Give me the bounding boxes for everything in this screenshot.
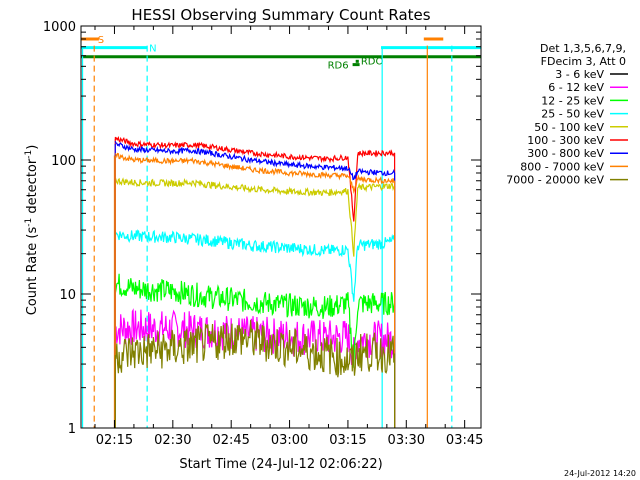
legend-label-6: 300 - 800 keV [527, 147, 604, 160]
y-tick-label-2: 100 [51, 154, 76, 169]
timestamp: 24-Jul-2012 14:20 [564, 469, 636, 478]
y-axis-label-part1: Count Rate (s [25, 227, 40, 316]
y-tick-label-1: 10 [59, 288, 76, 303]
series-line-7 [114, 152, 396, 194]
series-line-3 [114, 229, 396, 302]
x-tick-label-5: 03:30 [388, 433, 425, 448]
legend-label-4: 50 - 100 keV [534, 121, 604, 134]
flag-label-s: S [98, 35, 104, 46]
legend-label-5: 100 - 300 keV [527, 134, 604, 147]
legend-header-0: Det 1,3,5,6,7,9, [540, 42, 626, 55]
axes: 02:15 02:30 02:45 03:00 03:15 03:30 03:45 1 10 10… [43, 20, 483, 448]
legend-label-8: 7000 - 20000 keV [506, 174, 604, 187]
legend-label-0: 3 - 6 keV [555, 68, 604, 81]
flag-label-n: N [149, 44, 156, 55]
x-tick-label-4: 03:15 [329, 433, 366, 448]
x-axis-label: Start Time (24-Jul-12 02:06:22) [179, 457, 382, 472]
legend-label-2: 12 - 25 keV [541, 94, 604, 107]
y-tick-label-3: 1000 [43, 20, 76, 35]
y-axis-label-sup2: -1 [24, 150, 34, 159]
x-tick-label-6: 03:45 [446, 433, 483, 448]
legend-header-1: FDecim 3, Att 0 [541, 55, 626, 68]
series-line-5 [114, 135, 396, 222]
plot-frame [80, 25, 482, 429]
series-line-6 [114, 140, 396, 181]
y-axis-label-part3: ) [25, 145, 40, 150]
series-line-2 [114, 273, 396, 368]
y-axis-label-part2: detector [25, 158, 40, 218]
flag-label-rdo: RDO [361, 56, 384, 67]
y-axis-label-sup1: -1 [24, 218, 34, 227]
flag-label-rd6: RD6 [328, 61, 349, 72]
chart-title: HESSI Observing Summary Count Rates [131, 6, 430, 24]
legend-label-7: 800 - 7000 keV [520, 160, 604, 173]
x-tick-label-0: 02:15 [96, 433, 133, 448]
legend-label-3: 25 - 50 keV [541, 108, 604, 121]
legend-label-1: 6 - 12 keV [548, 81, 604, 94]
x-tick-label-1: 02:30 [154, 433, 191, 448]
y-tick-label-0: 1 [68, 422, 76, 437]
legend: Det 1,3,5,6,7,9,FDecim 3, Att 03 - 6 keV… [506, 42, 628, 187]
series-line-8 [114, 320, 396, 378]
series-line-4 [114, 177, 396, 257]
plot-marks: S N RDO RD6 [81, 35, 481, 428]
x-tick-label-2: 02:45 [212, 433, 249, 448]
x-tick-label-3: 03:00 [271, 433, 308, 448]
y-axis-label: Count Rate (s-1 detector-1) [24, 145, 40, 316]
